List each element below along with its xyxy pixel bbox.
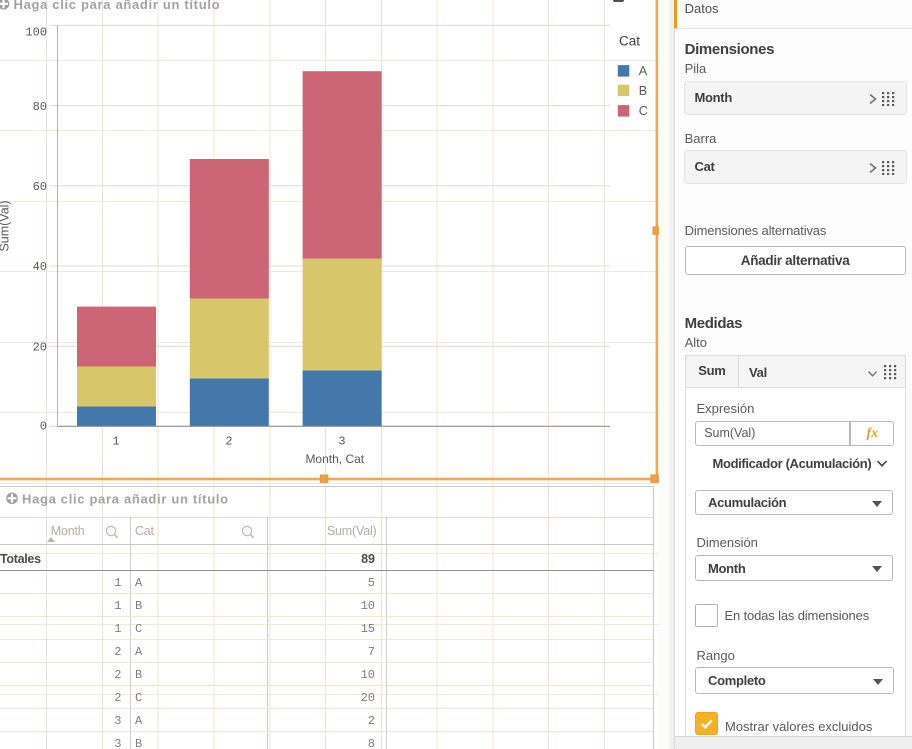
svg-text:20: 20	[33, 340, 47, 354]
svg-text:40: 40	[33, 260, 47, 274]
svg-text:Cat: Cat	[619, 34, 640, 49]
svg-text:A: A	[639, 64, 648, 78]
svg-text:Sum(Val): Sum(Val)	[0, 200, 12, 251]
svg-text:3: 3	[338, 435, 345, 449]
svg-text:B: B	[639, 84, 647, 98]
svg-text:Haga clic para añadir un títul: Haga clic para añadir un título	[22, 491, 229, 506]
svg-text:Haga clic para añadir un títul: Haga clic para añadir un título	[14, 0, 221, 12]
svg-text:Month, Cat: Month, Cat	[305, 452, 364, 466]
svg-text:100: 100	[25, 26, 47, 40]
svg-text:60: 60	[33, 180, 47, 194]
svg-text:C: C	[639, 104, 648, 118]
svg-text:80: 80	[33, 100, 47, 114]
svg-text:0: 0	[40, 419, 47, 433]
svg-text:2: 2	[225, 435, 232, 449]
svg-text:1: 1	[112, 435, 119, 449]
